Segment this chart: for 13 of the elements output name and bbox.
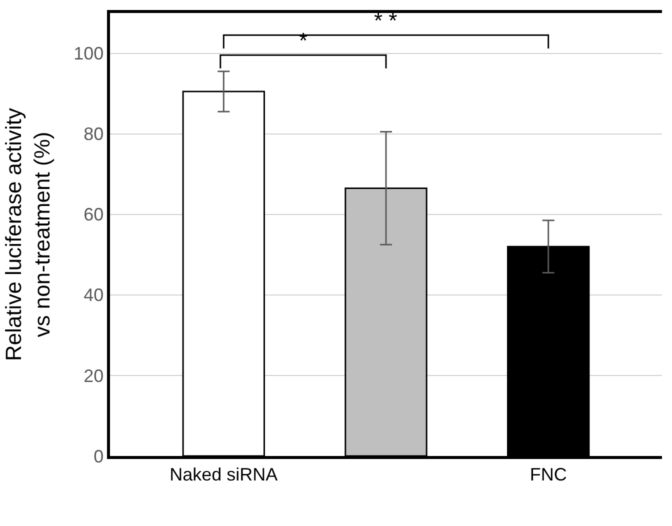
y-axis-title: Relative luciferase activity vs non-treatment (%) bbox=[0, 108, 54, 362]
bar bbox=[182, 90, 265, 456]
x-tick-label: FNC bbox=[530, 464, 567, 484]
annotation: * * bbox=[374, 8, 398, 33]
y-tick-label: 60 bbox=[84, 204, 104, 225]
y-tick-label: 20 bbox=[84, 366, 104, 386]
bar bbox=[344, 187, 428, 456]
y-tick-label: 80 bbox=[84, 124, 104, 144]
y-tick-label: 40 bbox=[84, 285, 104, 306]
y-tick-label: 0 bbox=[94, 446, 104, 466]
bar bbox=[507, 246, 590, 456]
x-tick-label: Naked siRNA bbox=[170, 464, 278, 484]
y-tick-label: 100 bbox=[74, 44, 104, 64]
